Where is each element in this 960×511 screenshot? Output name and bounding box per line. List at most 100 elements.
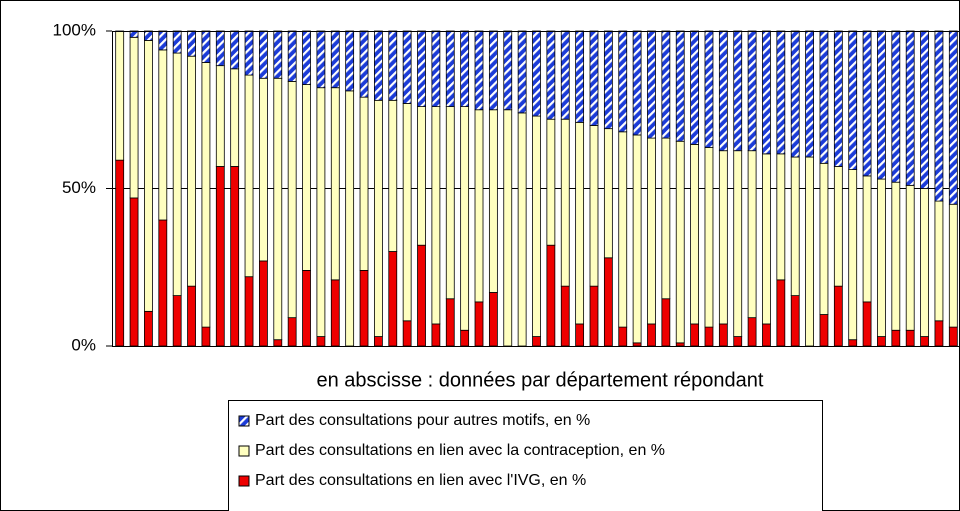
bar-segment — [230, 166, 240, 347]
bar-segment — [877, 30, 886, 180]
bar-segment — [790, 156, 800, 297]
bar-segment — [517, 112, 527, 347]
bar-segment — [877, 336, 886, 347]
bar-segment — [790, 30, 800, 158]
bar-segment — [244, 276, 254, 347]
legend-label: Part des consultations en lien avec la c… — [255, 442, 665, 459]
bar-segment — [762, 153, 771, 325]
bar-segment — [920, 336, 929, 347]
bar-segment — [560, 118, 570, 287]
bar-segment — [287, 81, 297, 319]
bar-segment — [287, 317, 297, 347]
bar-segment — [632, 30, 642, 136]
bar-segment — [460, 329, 470, 347]
bar-segment — [345, 90, 355, 347]
bar-segment — [690, 143, 700, 325]
bar-segment — [330, 87, 340, 281]
bar-segment — [891, 30, 901, 183]
bar-segment — [589, 125, 599, 287]
bar-segment — [675, 140, 685, 344]
legend-marker — [238, 475, 250, 487]
bar-segment — [201, 62, 211, 328]
legend-label: Part des consultations en lien avec l'IV… — [255, 472, 586, 489]
bar-segment — [647, 30, 656, 139]
bar-segment — [661, 137, 671, 300]
bar-segment — [359, 269, 369, 347]
bar-segment — [445, 30, 455, 107]
bar-segment — [474, 30, 484, 111]
bar-segment — [560, 30, 570, 120]
bar-segment — [733, 150, 743, 337]
bar-segment — [603, 30, 613, 130]
legend — [228, 400, 823, 511]
bar-segment — [934, 30, 944, 202]
bar-segment — [618, 131, 628, 328]
bar-segment — [891, 329, 901, 347]
bar-segment — [330, 279, 340, 347]
bar-segment — [187, 30, 196, 57]
bar-segment — [158, 30, 168, 51]
bar-segment — [316, 87, 326, 337]
bar-segment — [718, 30, 728, 152]
bar-segment — [244, 30, 254, 76]
bar-segment — [877, 178, 886, 337]
bar-segment — [704, 326, 714, 347]
legend-marker — [238, 445, 250, 457]
bar-segment — [675, 30, 685, 142]
bar-segment — [316, 336, 326, 347]
legend-marker — [238, 415, 250, 427]
bar-segment — [819, 314, 829, 347]
bar-segment — [848, 169, 858, 341]
bar-segment — [776, 279, 786, 347]
y-tick-label: 0% — [71, 335, 96, 354]
bar-segment — [819, 30, 829, 164]
bar-segment — [848, 30, 858, 171]
bar-segment — [144, 30, 153, 41]
bar-segment — [747, 30, 757, 152]
bar-segment — [819, 162, 829, 315]
bar-segment — [546, 118, 556, 246]
bar-segment — [647, 137, 656, 325]
bar-segment — [891, 181, 901, 331]
bar-segment — [862, 301, 872, 347]
bar-segment — [718, 150, 728, 325]
bar-segment — [546, 30, 556, 120]
bar-segment — [862, 175, 872, 303]
bar-segment — [589, 30, 599, 126]
bar-segment — [747, 317, 757, 347]
bar-segment — [215, 30, 225, 67]
bar-segment — [115, 159, 125, 347]
bar-segment — [373, 30, 383, 101]
bar-segment — [230, 68, 240, 167]
bar-segment — [488, 30, 498, 111]
bar-segment — [733, 336, 743, 347]
bar-segment — [259, 77, 268, 262]
bar-segment — [316, 30, 326, 89]
bar-segment — [488, 292, 498, 347]
bar-segment — [431, 323, 441, 347]
bar-segment — [618, 326, 628, 347]
bar-segment — [359, 96, 369, 271]
bar-segment — [661, 298, 671, 347]
bar-segment — [948, 326, 958, 347]
bar-segment — [445, 298, 455, 347]
bar-segment — [805, 30, 814, 158]
bar-segment — [718, 323, 728, 347]
bar-segment — [920, 30, 929, 189]
bar-segment — [230, 30, 240, 70]
bar-segment — [172, 52, 182, 297]
bar-segment — [532, 30, 541, 117]
bar-segment — [172, 30, 182, 54]
bar-segment — [259, 30, 268, 79]
bar-segment — [575, 30, 585, 123]
bar-segment — [158, 49, 168, 221]
bar-segment — [675, 342, 685, 347]
bar-segment — [503, 30, 513, 111]
bar-segment — [172, 295, 182, 347]
bar-segment — [115, 30, 125, 161]
y-tick-label: 50% — [62, 178, 96, 197]
bar-segment — [517, 30, 527, 114]
bar-segment — [532, 115, 541, 337]
bar-segment — [244, 74, 254, 278]
